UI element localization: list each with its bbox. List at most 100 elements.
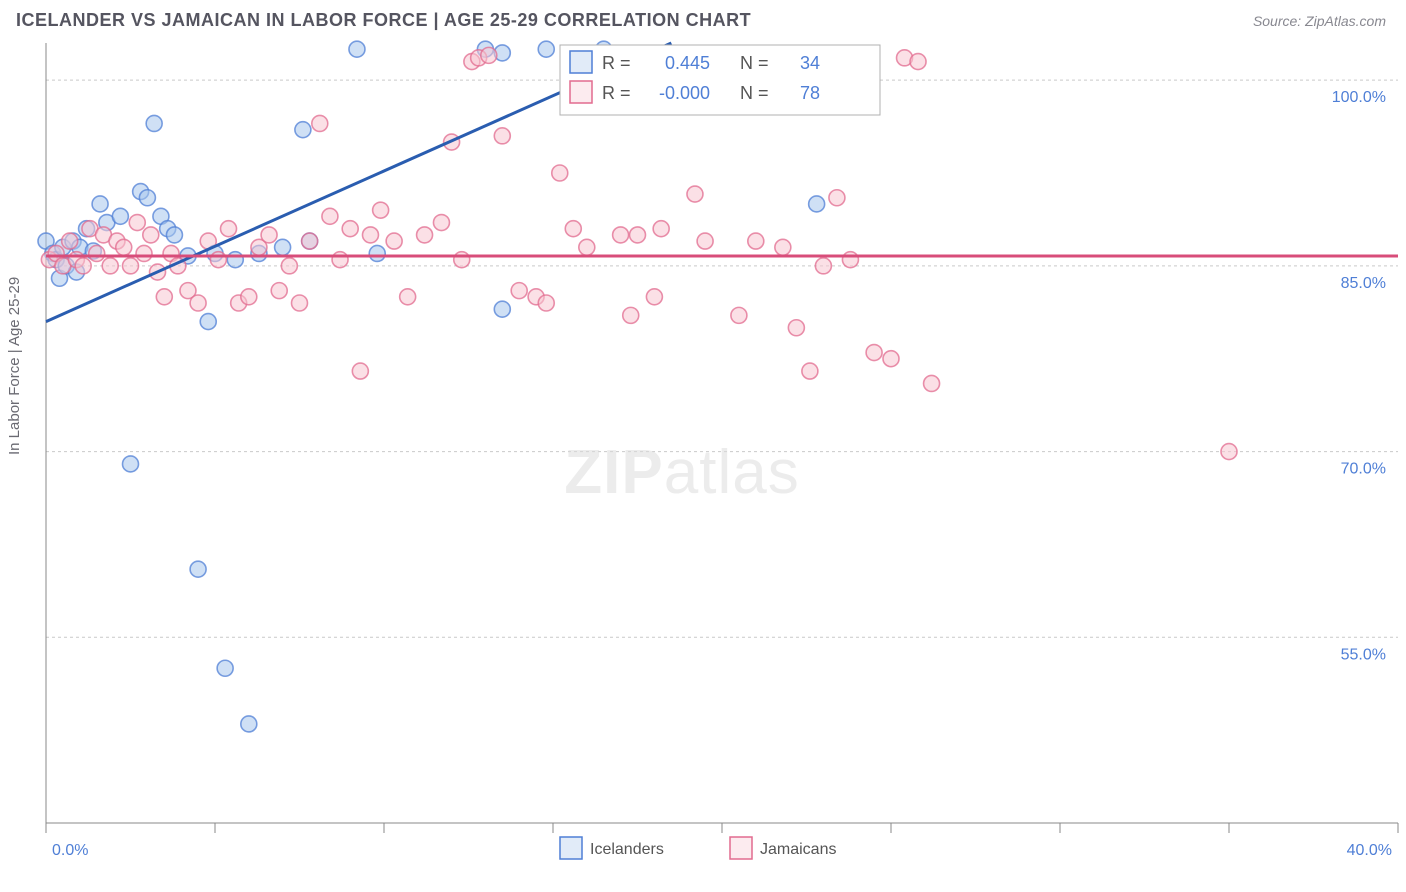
r-label: R = xyxy=(602,53,631,73)
data-point xyxy=(646,289,662,305)
legend-swatch xyxy=(570,51,592,73)
data-point xyxy=(62,233,78,249)
n-value: 78 xyxy=(800,83,820,103)
data-point xyxy=(494,301,510,317)
r-label: R = xyxy=(602,83,631,103)
data-point xyxy=(400,289,416,305)
data-point xyxy=(332,252,348,268)
legend-swatch xyxy=(730,837,752,859)
data-point xyxy=(731,307,747,323)
data-point xyxy=(775,239,791,255)
data-point xyxy=(302,233,318,249)
data-point xyxy=(92,196,108,212)
data-point xyxy=(653,221,669,237)
data-point xyxy=(217,660,233,676)
data-point xyxy=(75,258,91,274)
y-tick-label: 70.0% xyxy=(1341,461,1386,478)
data-point xyxy=(924,375,940,391)
data-point xyxy=(538,295,554,311)
n-label: N = xyxy=(740,53,769,73)
r-value: 0.445 xyxy=(665,53,710,73)
y-axis-label: In Labor Force | Age 25-29 xyxy=(6,277,23,455)
data-point xyxy=(322,208,338,224)
data-point xyxy=(227,252,243,268)
chart-title: ICELANDER VS JAMAICAN IN LABOR FORCE | A… xyxy=(16,10,751,31)
data-point xyxy=(123,258,139,274)
data-point xyxy=(312,115,328,131)
data-point xyxy=(697,233,713,249)
data-point xyxy=(481,47,497,63)
r-value: -0.000 xyxy=(659,83,710,103)
data-point xyxy=(369,245,385,261)
data-point xyxy=(166,227,182,243)
data-point xyxy=(687,186,703,202)
data-point xyxy=(190,561,206,577)
data-point xyxy=(362,227,378,243)
data-point xyxy=(221,221,237,237)
data-point xyxy=(139,190,155,206)
data-point xyxy=(788,320,804,336)
data-point xyxy=(281,258,297,274)
data-point xyxy=(623,307,639,323)
data-point xyxy=(292,295,308,311)
data-point xyxy=(275,239,291,255)
data-point xyxy=(630,227,646,243)
data-point xyxy=(112,208,128,224)
chart-area: In Labor Force | Age 25-29 55.0%70.0%85.… xyxy=(0,35,1406,885)
data-point xyxy=(809,196,825,212)
data-point xyxy=(613,227,629,243)
data-point xyxy=(190,295,206,311)
data-point xyxy=(552,165,568,181)
data-point xyxy=(210,252,226,268)
data-point xyxy=(146,115,162,131)
x-tick-label: 40.0% xyxy=(1347,842,1392,859)
data-point xyxy=(241,289,257,305)
data-point xyxy=(200,314,216,330)
data-point xyxy=(129,215,145,231)
data-point xyxy=(156,289,172,305)
n-label: N = xyxy=(740,83,769,103)
n-value: 34 xyxy=(800,53,820,73)
data-point xyxy=(748,233,764,249)
legend-swatch xyxy=(570,81,592,103)
data-point xyxy=(342,221,358,237)
data-point xyxy=(433,215,449,231)
data-point xyxy=(417,227,433,243)
data-point xyxy=(842,252,858,268)
data-point xyxy=(829,190,845,206)
data-point xyxy=(352,363,368,379)
data-point xyxy=(116,239,132,255)
data-point xyxy=(261,227,277,243)
data-point xyxy=(123,456,139,472)
data-point xyxy=(271,283,287,299)
data-point xyxy=(349,41,365,57)
data-point xyxy=(373,202,389,218)
scatter-chart: 55.0%70.0%85.0%100.0%0.0%40.0%ZIPatlasR … xyxy=(0,35,1406,885)
data-point xyxy=(386,233,402,249)
data-point xyxy=(89,245,105,261)
data-point xyxy=(1221,444,1237,460)
chart-source: Source: ZipAtlas.com xyxy=(1253,13,1386,29)
y-tick-label: 55.0% xyxy=(1341,646,1386,663)
y-tick-label: 85.0% xyxy=(1341,275,1386,292)
legend-label: Icelanders xyxy=(590,841,664,858)
data-point xyxy=(538,41,554,57)
data-point xyxy=(511,283,527,299)
data-point xyxy=(102,258,118,274)
legend-swatch xyxy=(560,837,582,859)
data-point xyxy=(241,716,257,732)
y-tick-label: 100.0% xyxy=(1332,89,1386,106)
data-point xyxy=(815,258,831,274)
data-point xyxy=(143,227,159,243)
data-point xyxy=(565,221,581,237)
data-point xyxy=(454,252,470,268)
legend-label: Jamaicans xyxy=(760,841,836,858)
data-point xyxy=(910,54,926,70)
data-point xyxy=(295,122,311,138)
data-point xyxy=(802,363,818,379)
data-point xyxy=(883,351,899,367)
chart-header: ICELANDER VS JAMAICAN IN LABOR FORCE | A… xyxy=(0,0,1406,35)
data-point xyxy=(579,239,595,255)
x-tick-label: 0.0% xyxy=(52,842,88,859)
data-point xyxy=(494,128,510,144)
